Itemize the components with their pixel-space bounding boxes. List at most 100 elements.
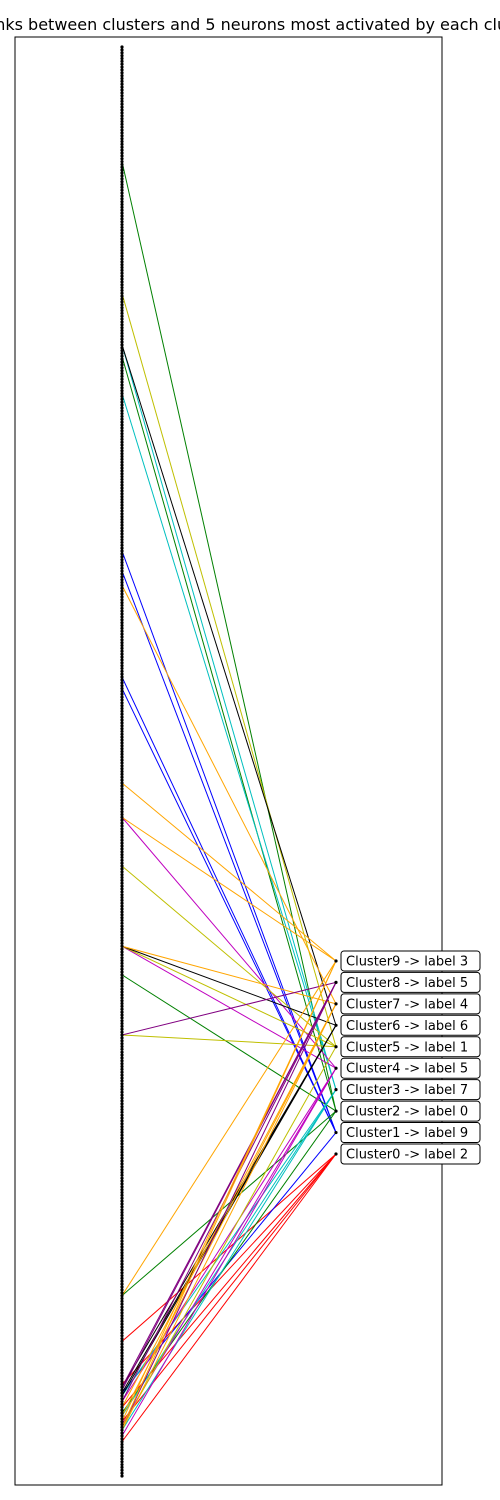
neuron-point — [120, 366, 124, 370]
neuron-point — [120, 1359, 124, 1364]
link-line — [121, 1110, 337, 1414]
neuron-point — [120, 134, 124, 138]
neuron-point — [120, 1414, 124, 1418]
neuron-point — [120, 1399, 124, 1404]
neuron-point — [120, 423, 124, 427]
neuron-point — [120, 552, 124, 556]
neuron-point — [120, 1419, 124, 1424]
neuron-point — [120, 1044, 124, 1049]
neuron-point — [120, 758, 124, 762]
neuron-point — [120, 950, 124, 954]
neuron-point — [120, 612, 124, 616]
cluster-label: Cluster8 -> label 5 — [346, 976, 468, 991]
neuron-point — [120, 1156, 124, 1160]
neuron-point — [120, 583, 124, 587]
neuron-point — [120, 397, 124, 401]
neuron-point — [120, 1113, 124, 1117]
neuron-point — [120, 340, 124, 344]
neuron-point — [120, 858, 124, 862]
neuron-point — [120, 380, 124, 384]
neuron-point — [120, 197, 124, 201]
cluster-label-box — [340, 1014, 481, 1036]
neuron-point — [120, 1437, 124, 1441]
neuron-point — [120, 1299, 124, 1303]
neuron-point — [120, 973, 124, 977]
neuron-point — [120, 411, 124, 416]
neuron-point — [120, 489, 124, 493]
neuron-point — [120, 984, 124, 988]
neuron-point — [120, 280, 124, 284]
neuron-point — [120, 535, 124, 539]
link-line — [121, 945, 337, 1069]
neuron-point — [120, 446, 124, 450]
neuron-point — [120, 704, 124, 708]
neuron-point — [120, 354, 124, 358]
neuron-point — [120, 1285, 124, 1289]
neuron-point — [120, 1242, 124, 1246]
neuron-point — [120, 108, 124, 112]
neuron-point — [120, 529, 124, 533]
neuron-point — [120, 254, 124, 258]
link-line — [121, 974, 337, 1112]
neuron-point — [120, 847, 124, 851]
neuron-point — [120, 1136, 124, 1140]
neuron-point — [120, 987, 124, 991]
neuron-point — [120, 1351, 124, 1355]
neuron-point — [120, 434, 124, 439]
link-line — [121, 1003, 337, 1417]
neuron-point — [120, 1422, 124, 1427]
neuron-point — [120, 1397, 124, 1401]
neuron-point — [120, 495, 124, 499]
neuron-point — [120, 1460, 124, 1464]
neuron-point — [120, 580, 124, 585]
link-line — [121, 1110, 337, 1296]
neuron-point — [120, 1167, 124, 1172]
neuron-point — [120, 234, 124, 238]
neuron-point — [120, 1282, 124, 1286]
neuron-point — [120, 1082, 124, 1086]
neuron-point — [120, 228, 124, 232]
neuron-point — [120, 1362, 124, 1366]
neuron-point — [120, 409, 124, 413]
neuron-point — [120, 1059, 124, 1063]
neuron-point — [120, 861, 124, 865]
neuron-point — [120, 827, 124, 831]
cluster-label: Cluster1 -> label 9 — [346, 1126, 468, 1141]
neuron-point — [120, 855, 124, 860]
neuron-point — [120, 1084, 124, 1089]
neuron-point — [120, 747, 124, 751]
neuron-point — [120, 88, 124, 92]
neuron-point — [120, 615, 124, 619]
links-layer — [121, 161, 337, 1442]
neuron-point — [120, 1047, 124, 1051]
neuron-point — [120, 1345, 124, 1349]
neuron-point — [120, 606, 124, 610]
neuron-point — [120, 1190, 124, 1195]
neuron-point — [120, 159, 124, 164]
neuron-point — [120, 1036, 124, 1040]
neuron-point — [120, 297, 124, 301]
neuron-point — [120, 497, 124, 502]
cluster-label-box — [340, 950, 481, 972]
neuron-point — [120, 684, 124, 688]
neuron-point — [120, 474, 124, 479]
neuron-point — [120, 804, 124, 808]
neuron-point — [120, 964, 124, 968]
neuron-point — [120, 1024, 124, 1028]
neuron-point — [120, 686, 124, 691]
neuron-point — [120, 1265, 124, 1269]
neuron-point — [120, 967, 124, 971]
cluster-label-box — [340, 971, 481, 993]
neuron-point — [120, 460, 124, 464]
neuron-point — [120, 274, 124, 278]
neuron-point — [120, 598, 124, 602]
cluster-label-box — [340, 1100, 481, 1122]
neuron-point — [120, 1316, 124, 1321]
neuron-point — [120, 1222, 124, 1226]
neuron-point — [120, 51, 124, 55]
neuron-point — [120, 1216, 124, 1220]
neuron-point — [120, 815, 124, 819]
link-line — [121, 1153, 337, 1342]
neuron-point — [120, 317, 124, 321]
neuron-point — [120, 913, 124, 917]
